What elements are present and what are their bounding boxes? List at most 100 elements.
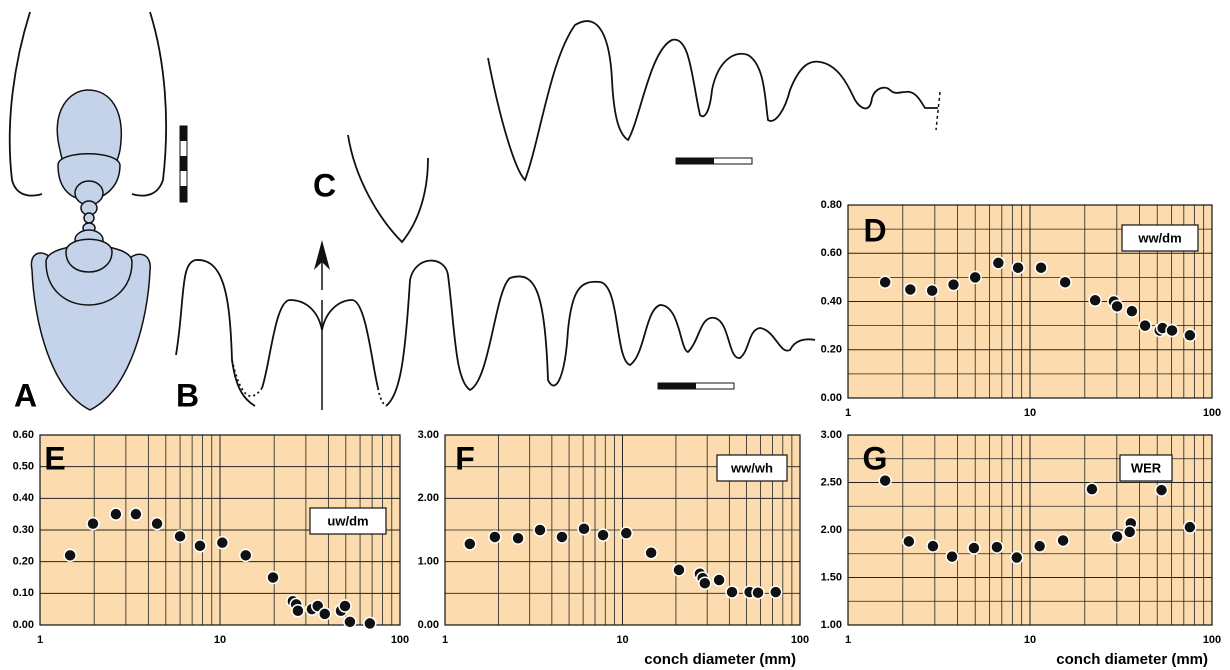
plot-frame	[847, 434, 1213, 626]
data-point	[1011, 260, 1025, 275]
data-point	[1125, 304, 1139, 318]
data-point	[63, 548, 77, 563]
drawing-b	[175, 240, 816, 410]
data-point	[511, 531, 525, 545]
data-point	[968, 270, 982, 285]
data-point	[343, 615, 357, 629]
y-tick-label: 0.40	[821, 295, 842, 307]
data-point	[463, 537, 477, 551]
data-point	[109, 507, 123, 521]
y-tick-label: 2.50	[821, 476, 842, 488]
annotation: ww/wh	[730, 460, 773, 475]
x-tick-label: 10	[616, 634, 628, 646]
data-point	[1110, 529, 1124, 544]
y-tick-label: 0.80	[821, 199, 842, 211]
data-point	[672, 563, 686, 577]
chart: 1 10 100 0.00 1.00 2.00 3.00 F ww/wh conch diamet…	[418, 429, 810, 668]
data-point	[945, 549, 959, 564]
data-point	[903, 282, 918, 297]
drawing-a	[8, 11, 188, 411]
data-point	[751, 585, 765, 600]
data-point	[619, 526, 634, 540]
x-tick-label: 100	[1203, 634, 1221, 646]
x-tick-label: 1	[845, 634, 851, 646]
data-point	[291, 604, 305, 618]
annotation-box	[309, 507, 387, 535]
y-tick-label: 0.60	[13, 429, 34, 441]
y-tick-label: 2.00	[821, 524, 842, 536]
data-point	[1085, 482, 1099, 496]
data-point	[644, 546, 658, 560]
y-tick-label: 2.00	[418, 492, 439, 504]
x-tick-label: 100	[391, 634, 409, 646]
data-point	[363, 616, 377, 631]
x-tick-label: 100	[791, 634, 809, 646]
annotation-box	[716, 454, 788, 482]
data-point	[488, 530, 502, 544]
y-tick-label: 0.20	[13, 556, 34, 568]
data-point	[215, 535, 230, 550]
y-tick-label: 1.00	[418, 556, 439, 568]
data-point	[129, 507, 143, 521]
panel-label: F	[455, 440, 475, 476]
data-point	[878, 473, 892, 488]
data-point	[926, 539, 940, 553]
data-point	[1032, 539, 1047, 553]
data-point	[238, 548, 253, 563]
data-point	[1122, 525, 1137, 539]
data-point	[768, 585, 783, 599]
data-point	[86, 516, 100, 531]
data-point	[712, 573, 726, 587]
y-tick-label: 1.50	[821, 571, 842, 583]
y-tick-label: 3.00	[418, 429, 439, 441]
panel-label: C	[313, 167, 336, 203]
y-tick-label: 0.30	[13, 524, 34, 536]
drawing-c	[347, 20, 941, 244]
x-axis-label: conch diameter (mm)	[1056, 651, 1208, 668]
data-point	[1183, 328, 1197, 343]
y-tick-label: 0.00	[13, 619, 34, 631]
panel-label: D	[863, 212, 886, 248]
y-tick-label: 0.00	[821, 392, 842, 404]
data-point	[990, 540, 1004, 554]
y-tick-label: 0.40	[13, 492, 34, 504]
data-point	[1183, 520, 1197, 534]
data-point	[991, 256, 1006, 270]
x-axis-label: conch diameter (mm)	[644, 651, 796, 668]
data-point	[878, 275, 892, 289]
annotation-box	[1121, 224, 1199, 252]
y-tick-label: 1.00	[821, 619, 842, 631]
panel-label: E	[44, 440, 65, 476]
data-point	[698, 576, 712, 590]
data-point	[1056, 533, 1070, 548]
data-point	[150, 516, 164, 531]
panel-label: B	[176, 377, 199, 413]
data-point	[1088, 293, 1102, 308]
y-tick-label: 0.10	[13, 587, 34, 599]
data-point	[266, 570, 280, 585]
data-point	[1154, 483, 1169, 497]
data-point	[1165, 323, 1179, 338]
data-point	[577, 521, 591, 536]
annotation-box	[1119, 454, 1173, 482]
y-tick-label: 3.00	[821, 429, 842, 441]
plot-frame	[847, 204, 1213, 399]
chart: 1 10 100 1.00 1.50 2.00 2.50 3.00 G WER conch diam…	[821, 429, 1222, 668]
annotation: WER	[1131, 460, 1162, 475]
data-point	[1010, 550, 1024, 565]
data-point	[1110, 299, 1124, 314]
panel-label: A	[14, 377, 37, 413]
data-point	[1138, 318, 1152, 333]
y-tick-label: 0.50	[13, 461, 34, 473]
annotation: ww/dm	[1137, 230, 1181, 245]
panel-label: G	[863, 440, 888, 476]
data-point	[946, 277, 961, 292]
data-point	[725, 585, 739, 599]
x-tick-label: 100	[1203, 407, 1221, 419]
data-point	[902, 534, 916, 549]
data-point	[318, 607, 332, 621]
plot-frame	[444, 434, 801, 626]
data-point	[555, 530, 569, 544]
y-tick-label: 0.00	[418, 619, 439, 631]
